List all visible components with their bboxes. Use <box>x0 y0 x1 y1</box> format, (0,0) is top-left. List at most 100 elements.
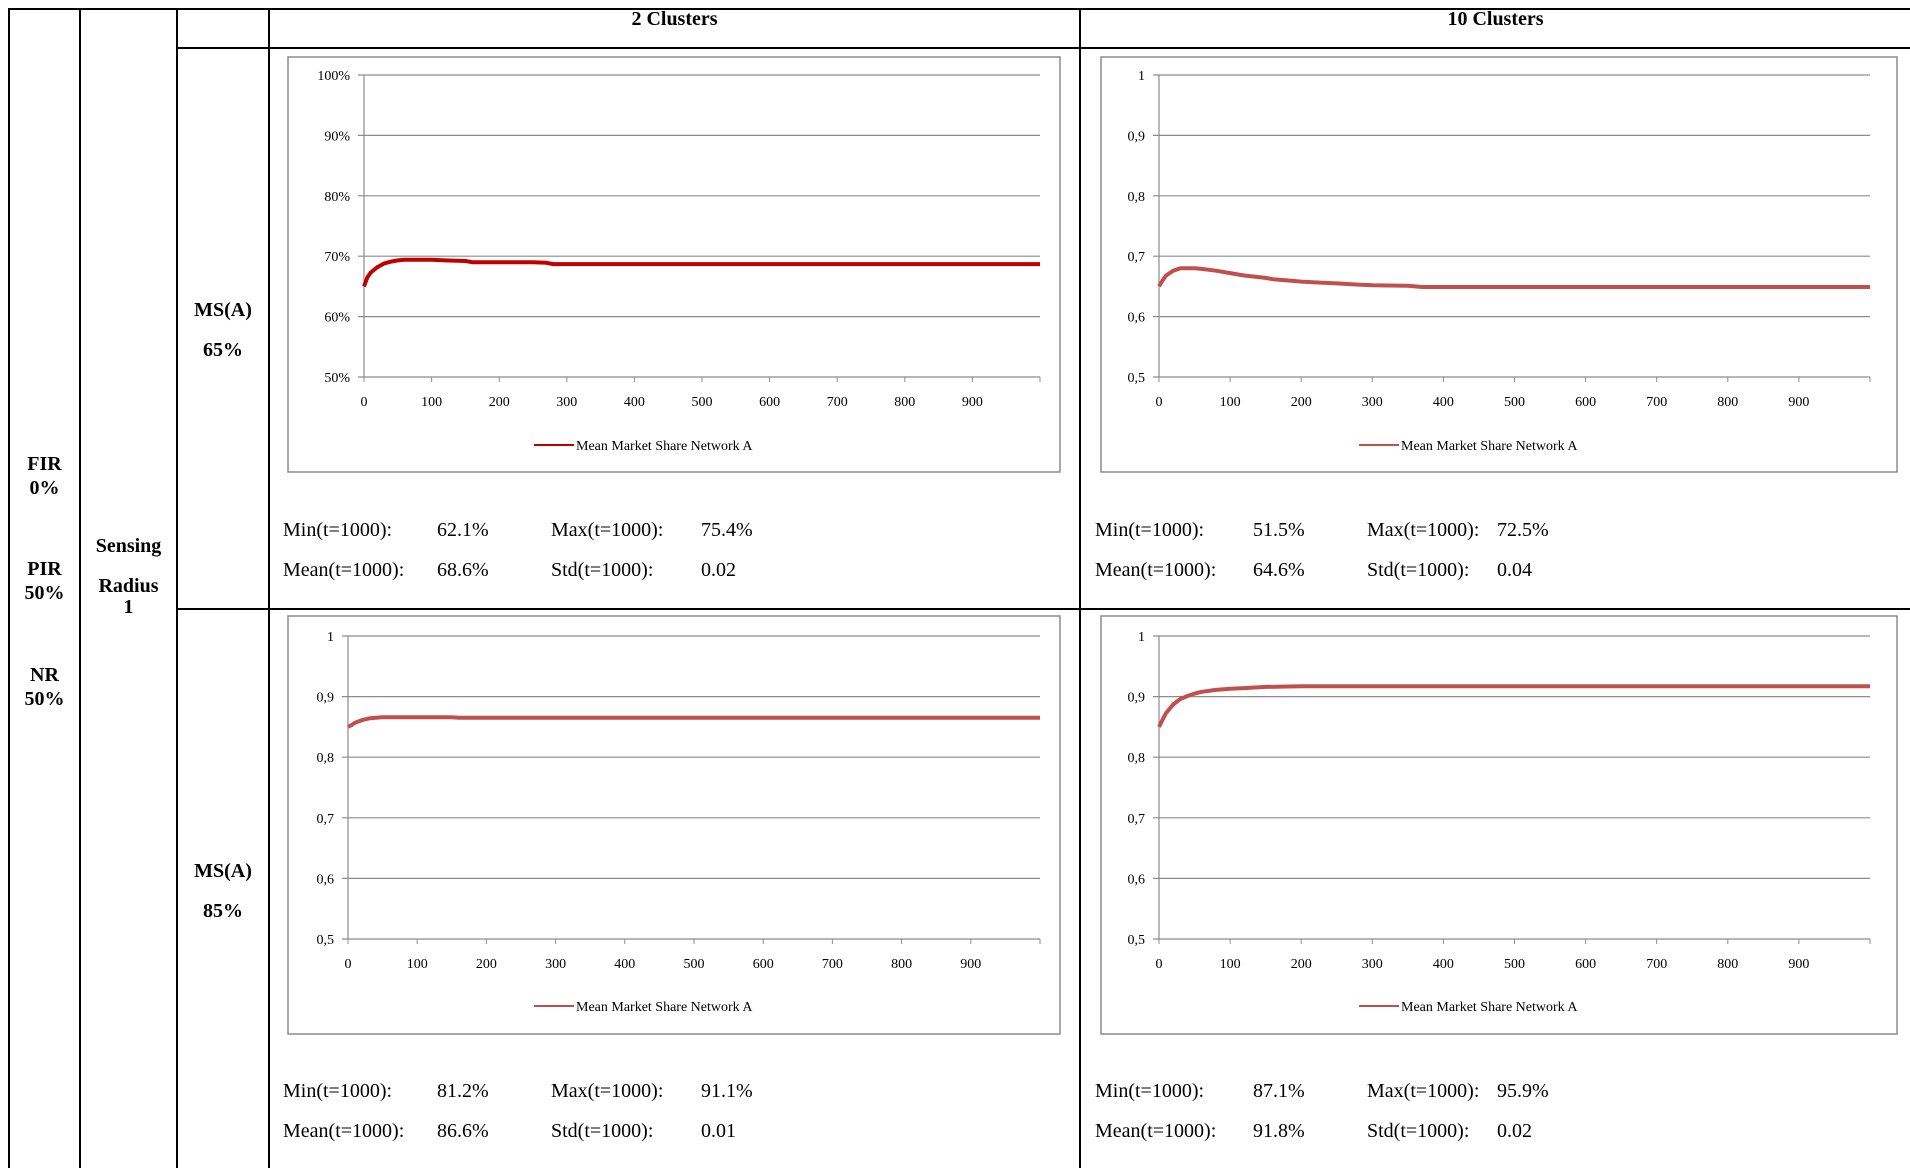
fir-label: FIR 0% <box>10 452 79 500</box>
min-value: 62.1% <box>437 519 489 541</box>
x-tick-label: 200 <box>476 957 497 972</box>
min-label: Min(t=1000): <box>1095 519 1205 541</box>
line-chart-2-clusters-ms65: 50% 60% 70% 80% 90% 100% 0 100 200 300 400 500 600 70… <box>287 56 1061 473</box>
ms-label-row1: MS(A) 65% <box>178 290 268 370</box>
ms-value: 85% <box>203 900 243 922</box>
stats-block: Min(t=1000): 51.5% Max(t=1000): 72.5% Me… <box>1095 519 1895 599</box>
y-tick-label: 50% <box>324 371 350 386</box>
x-tick-label: 200 <box>1291 395 1312 410</box>
nr-label-name: NR <box>30 664 59 686</box>
x-tick-label: 900 <box>962 395 983 410</box>
mean-label: Mean(t=1000): <box>283 1120 405 1142</box>
series-line <box>347 715 1040 729</box>
table-divider-col3 <box>268 8 270 1168</box>
table-divider-col4 <box>1079 8 1081 1168</box>
series-line <box>1157 266 1870 289</box>
x-tick-label: 800 <box>894 395 915 410</box>
x-tick-label: 500 <box>684 957 705 972</box>
sensing-radius-label: Sensing Radius 1 <box>81 536 176 618</box>
x-tick-label: 300 <box>556 395 577 410</box>
max-value: 72.5% <box>1497 519 1549 541</box>
max-label: Max(t=1000): <box>551 519 664 541</box>
x-tick-label: 700 <box>1646 395 1667 410</box>
std-label: Std(t=1000): <box>1367 559 1470 581</box>
max-label: Max(t=1000): <box>1367 1080 1480 1102</box>
mean-value: 64.6% <box>1253 559 1305 581</box>
x-tick-label: 700 <box>827 395 848 410</box>
mean-value: 86.6% <box>437 1120 489 1142</box>
ms-label-row2: MS(A) 85% <box>178 851 268 931</box>
max-value: 95.9% <box>1497 1080 1549 1102</box>
x-tick-label: 700 <box>1646 957 1667 972</box>
mean-label: Mean(t=1000): <box>1095 1120 1217 1142</box>
min-label: Min(t=1000): <box>1095 1080 1205 1102</box>
radius-value: 1 <box>123 596 134 618</box>
nr-label-value: 50% <box>24 688 65 710</box>
x-tick-label: 300 <box>545 957 566 972</box>
x-tick-label: 400 <box>1433 957 1454 972</box>
x-tick-label: 100 <box>1220 957 1241 972</box>
y-tick-label: 1 <box>1138 630 1145 645</box>
y-tick-label: 0,5 <box>317 933 335 948</box>
chart-frame <box>287 615 1061 1035</box>
stats-block: Min(t=1000): 62.1% Max(t=1000): 75.4% Me… <box>283 519 1063 599</box>
min-value: 87.1% <box>1253 1080 1305 1102</box>
fir-label-name: FIR <box>27 453 62 475</box>
max-value: 91.1% <box>701 1080 753 1102</box>
y-tick-label: 0,5 <box>1128 371 1146 386</box>
std-label: Std(t=1000): <box>551 1120 654 1142</box>
line-chart-10-clusters-ms65: 0,5 0,6 0,7 0,8 0,9 1 0 100 200 300 400 500 600 700 80… <box>1100 56 1898 473</box>
max-label: Max(t=1000): <box>1367 519 1480 541</box>
pir-label-name: PIR <box>27 558 62 580</box>
x-tick-label: 100 <box>1220 395 1241 410</box>
y-tick-label: 0,6 <box>317 872 335 887</box>
y-tick-label: 100% <box>317 69 350 84</box>
y-tick-label: 1 <box>1138 69 1145 84</box>
x-tick-label: 400 <box>624 395 645 410</box>
mean-label: Mean(t=1000): <box>283 559 405 581</box>
x-tick-label: 800 <box>1717 957 1738 972</box>
x-tick-label: 0 <box>361 395 368 410</box>
x-tick-label: 900 <box>1788 957 1809 972</box>
x-tick-label: 200 <box>489 395 510 410</box>
stats-block: Min(t=1000): 81.2% Max(t=1000): 91.1% Me… <box>283 1080 1063 1160</box>
y-tick-label: 0,6 <box>1128 872 1146 887</box>
x-tick-label: 800 <box>891 957 912 972</box>
y-tick-label: 0,6 <box>1128 311 1146 326</box>
y-tick-label: 0,9 <box>1128 129 1146 144</box>
x-tick-label: 500 <box>1504 957 1525 972</box>
x-tick-label: 200 <box>1291 957 1312 972</box>
legend-label: Mean Market Share Network A <box>576 439 753 454</box>
min-label: Min(t=1000): <box>283 519 393 541</box>
y-tick-label: 0,7 <box>317 812 335 827</box>
table-border-left <box>8 8 10 1168</box>
fir-label-value: 0% <box>29 477 60 499</box>
max-value: 75.4% <box>701 519 753 541</box>
legend-label: Mean Market Share Network A <box>1401 1000 1578 1015</box>
table-divider-col1 <box>79 8 81 1168</box>
y-tick-label: 90% <box>324 129 350 144</box>
mean-value: 68.6% <box>437 559 489 581</box>
x-tick-label: 100 <box>407 957 428 972</box>
std-value: 0.02 <box>1497 1120 1532 1142</box>
max-label: Max(t=1000): <box>551 1080 664 1102</box>
table-divider-col2 <box>176 8 178 1168</box>
line-chart-10-clusters-ms85: 0,5 0,6 0,7 0,8 0,9 1 0 100 200 300 400 500 600 700 80… <box>1100 615 1898 1035</box>
y-tick-label: 1 <box>327 630 334 645</box>
y-tick-label: 70% <box>324 250 350 265</box>
std-value: 0.02 <box>701 559 736 581</box>
y-tick-label: 80% <box>324 190 350 205</box>
header-10-clusters: 10 Clusters <box>1447 8 1544 30</box>
x-tick-label: 400 <box>614 957 635 972</box>
x-tick-label: 600 <box>1575 957 1596 972</box>
std-label: Std(t=1000): <box>551 559 654 581</box>
x-tick-label: 600 <box>1575 395 1596 410</box>
nr-label: NR 50% <box>10 663 79 711</box>
x-tick-label: 0 <box>345 957 352 972</box>
std-value: 0.01 <box>701 1120 736 1142</box>
ms-title: MS(A) <box>194 299 252 321</box>
mean-value: 91.8% <box>1253 1120 1305 1142</box>
min-label: Min(t=1000): <box>283 1080 393 1102</box>
min-value: 81.2% <box>437 1080 489 1102</box>
x-tick-label: 600 <box>753 957 774 972</box>
